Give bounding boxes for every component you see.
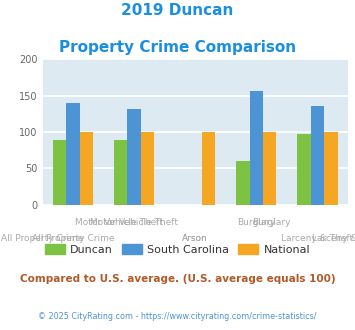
Text: Larceny & Theft: Larceny & Theft <box>312 234 355 243</box>
Text: Motor Vehicle Theft: Motor Vehicle Theft <box>90 218 178 227</box>
Text: Property Crime Comparison: Property Crime Comparison <box>59 40 296 54</box>
Text: 2019 Duncan: 2019 Duncan <box>121 3 234 18</box>
Text: Burglary: Burglary <box>252 218 291 227</box>
Bar <box>80 132 93 205</box>
Bar <box>297 134 311 205</box>
Bar <box>311 106 324 205</box>
Bar <box>324 132 338 205</box>
Bar <box>53 140 66 205</box>
Text: Burglary: Burglary <box>237 218 275 227</box>
Text: Arson: Arson <box>182 234 208 243</box>
Text: Compared to U.S. average. (U.S. average equals 100): Compared to U.S. average. (U.S. average … <box>20 274 335 284</box>
Bar <box>141 132 154 205</box>
Text: © 2025 CityRating.com - https://www.cityrating.com/crime-statistics/: © 2025 CityRating.com - https://www.city… <box>38 312 317 321</box>
Bar <box>263 132 277 205</box>
Bar <box>236 161 250 205</box>
Bar <box>127 110 141 205</box>
Text: Arson: Arson <box>182 234 208 243</box>
Bar <box>114 140 127 205</box>
Text: All Property Crime: All Property Crime <box>32 234 114 243</box>
Text: All Property Crime: All Property Crime <box>1 234 84 243</box>
Bar <box>202 132 215 205</box>
Bar <box>66 103 80 205</box>
Text: Larceny & Theft: Larceny & Theft <box>281 234 354 243</box>
Text: Motor Vehicle Theft: Motor Vehicle Theft <box>75 218 163 227</box>
Legend: Duncan, South Carolina, National: Duncan, South Carolina, National <box>40 240 315 259</box>
Bar <box>250 91 263 205</box>
